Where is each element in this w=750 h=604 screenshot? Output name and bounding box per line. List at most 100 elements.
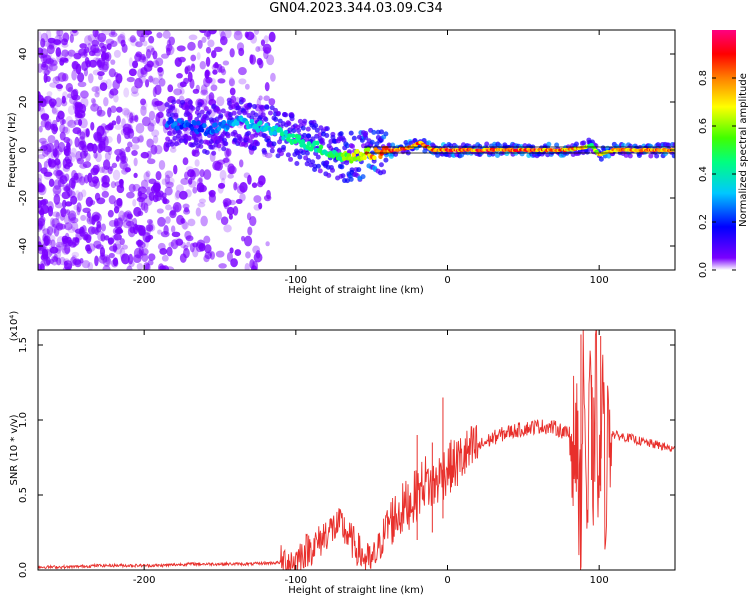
spectrogram-noise-cell xyxy=(258,95,263,101)
spectrogram-noise-cell xyxy=(64,243,71,255)
spectrogram-noise-cell xyxy=(52,126,59,132)
spectrogram-noise-cell xyxy=(59,123,66,133)
spectrogram-noise-cell xyxy=(121,107,130,116)
spectrogram-noise-cell xyxy=(68,177,76,189)
spectrogram-noise-cell xyxy=(212,63,220,69)
spectrogram-noise-cell xyxy=(218,182,226,189)
spectrogram-noise-cell xyxy=(49,82,59,88)
spectrogram-noise-cell xyxy=(179,253,187,263)
snr-x-ticks: -200 -100 0 100 0.0 0.5 1.0 1.5 xyxy=(18,330,675,586)
spectrogram-noise-cell xyxy=(132,183,141,192)
spectrogram-noise-cell xyxy=(43,169,52,180)
spectrogram-signal-cell xyxy=(173,121,178,127)
spectrogram-noise-cell xyxy=(101,190,109,198)
spectrogram-noise-cell xyxy=(47,37,56,44)
spectrogram-noise-cell xyxy=(92,47,101,54)
spectrogram-noise-cell xyxy=(119,151,127,162)
spectrogram-noise-cell xyxy=(156,208,164,214)
spectrogram-noise-cell xyxy=(57,110,65,120)
spectrogram-noise-cell xyxy=(47,205,54,217)
spectrogram-halo-cell xyxy=(197,102,203,108)
spectrogram-noise-cell xyxy=(263,194,272,202)
spectrogram-noise-cell xyxy=(143,262,150,270)
spectrogram-noise-cell xyxy=(61,95,66,104)
spectrogram-noise-cell xyxy=(61,126,71,135)
spectrogram-noise-cell xyxy=(79,258,84,264)
spectrogram-noise-cell xyxy=(40,253,49,261)
spectrogram-halo-cell xyxy=(317,168,323,174)
spectrogram-noise-cell xyxy=(239,159,244,168)
spectrogram-noise-cell xyxy=(131,91,140,97)
spectrogram-noise-cell xyxy=(48,159,57,168)
spectrogram-noise-cell xyxy=(186,241,191,248)
spectrogram-halo-cell xyxy=(271,141,277,147)
spectrogram-noise-cell xyxy=(126,213,134,219)
spectrogram-noise-cell xyxy=(215,210,222,221)
spectrogram-noise-cell xyxy=(51,107,57,114)
spectrogram-halo-cell xyxy=(435,152,441,158)
spectrogram-noise-cell xyxy=(86,247,93,254)
spectrogram-halo-cell xyxy=(304,150,310,156)
spectrogram-noise-cell xyxy=(169,210,177,219)
spectrogram-noise-cell xyxy=(145,235,151,243)
spectrogram-signal-cell xyxy=(318,144,324,150)
spectrogram-noise-cell xyxy=(69,34,74,43)
spectrogram-noise-cell xyxy=(195,207,202,217)
spectrogram-noise-cell xyxy=(121,118,126,129)
spectrogram-noise-cell xyxy=(113,233,122,241)
spectrogram-noise-cell xyxy=(182,157,189,166)
spectrogram-signal-cell xyxy=(202,123,207,128)
spectrogram-noise-cell xyxy=(170,225,176,233)
spectrogram-noise-cell xyxy=(46,44,55,55)
spectrogram-halo-cell xyxy=(383,131,389,137)
spectrogram-noise-cell xyxy=(126,191,135,199)
spectrogram-noise-cell xyxy=(247,226,253,236)
spectrogram-halo-cell xyxy=(255,141,261,147)
spectrogram-halo-cell xyxy=(273,116,279,122)
spectrogram-y-tick-label: -20 xyxy=(18,190,29,206)
spectrogram-halo-cell xyxy=(330,167,336,173)
spectrogram-halo-cell xyxy=(225,133,231,139)
spectrogram-noise-cell xyxy=(43,69,50,76)
spectrogram-noise-cell xyxy=(63,136,71,144)
spectrogram-noise-cell xyxy=(146,138,154,148)
spectrogram-noise-cell xyxy=(38,177,42,188)
spectrogram-halo-cell xyxy=(169,141,175,147)
spectrogram-halo-cell xyxy=(581,140,587,146)
spectrogram-noise-cell xyxy=(117,152,126,159)
spectrogram-noise-cell xyxy=(73,52,82,60)
spectrogram-halo-cell xyxy=(226,100,232,106)
spectrogram-noise-cell xyxy=(249,54,254,64)
spectrogram-noise-cell xyxy=(205,46,212,54)
spectrogram-signal-cell xyxy=(287,133,292,139)
spectrogram-halo-cell xyxy=(196,112,202,118)
spectrogram-noise-cell xyxy=(44,235,49,247)
spectrogram-noise-cell xyxy=(96,132,102,139)
spectrogram-noise-cell xyxy=(77,191,84,202)
spectrogram-noise-cell xyxy=(109,88,119,96)
spectrogram-noise-cell xyxy=(165,177,175,186)
spectrogram-signal-cell xyxy=(351,152,356,158)
spectrogram-signal-cell xyxy=(269,130,274,136)
spectrogram-noise-cell xyxy=(128,183,136,193)
spectrogram-noise-cell xyxy=(238,78,247,85)
spectrogram-noise-cell xyxy=(122,163,131,174)
spectrogram-noise-cell xyxy=(91,39,100,45)
spectrogram-halo-cell xyxy=(408,140,414,146)
spectrogram-noise-cell xyxy=(63,260,68,266)
spectrogram-noise-cell xyxy=(129,112,134,124)
spectrogram-noise-cell xyxy=(138,246,144,257)
spectrogram-noise-cell xyxy=(197,39,203,49)
spectrogram-noise-cell xyxy=(165,204,172,211)
spectrogram-halo-cell xyxy=(302,118,308,124)
spectrogram-noise-cell xyxy=(107,166,113,175)
spectrogram-noise-cell xyxy=(65,82,74,92)
spectrogram-noise-cell xyxy=(227,173,234,179)
spectrogram-noise-cell xyxy=(85,128,90,138)
spectrogram-noise-cell xyxy=(189,242,195,253)
spectrogram-noise-cell xyxy=(136,30,146,38)
spectrogram-halo-cell xyxy=(190,105,196,111)
spectrogram-noise-cell xyxy=(241,235,246,242)
spectrogram-noise-cell xyxy=(79,118,88,129)
